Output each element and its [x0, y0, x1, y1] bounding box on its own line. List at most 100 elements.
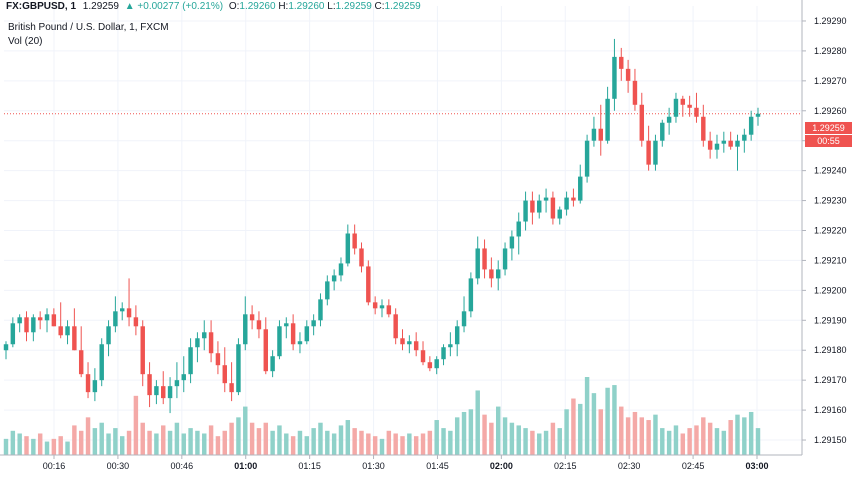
candle-body	[202, 332, 207, 339]
y-tick-label: 1.29280	[814, 46, 847, 56]
candle-body	[666, 116, 672, 123]
candle-body	[338, 263, 344, 276]
candle-body	[229, 383, 234, 393]
candle-body	[420, 350, 426, 363]
candle-body	[461, 311, 467, 327]
volume-bar	[612, 385, 617, 455]
volume-bar	[653, 414, 658, 455]
volume-bar	[543, 430, 549, 455]
volume-label: Vol (20)	[8, 36, 43, 47]
candle-body	[448, 344, 453, 348]
candle-body	[58, 326, 63, 336]
volume-bar	[243, 406, 248, 455]
candle-body	[133, 317, 139, 327]
volume-bar	[372, 436, 378, 455]
x-tick-label: 01:15	[298, 461, 321, 471]
candle-body	[591, 128, 597, 141]
candle-body	[537, 200, 542, 213]
candle-body	[359, 248, 364, 267]
volume-bar	[92, 428, 98, 455]
change-value: +0.00277 (+0.21%)	[137, 1, 224, 12]
volume-bar	[263, 422, 269, 455]
volume-bar	[427, 430, 433, 455]
volume-bar	[188, 428, 193, 455]
candle-body	[10, 323, 16, 345]
candle-body	[393, 314, 398, 339]
candle-body	[441, 347, 446, 360]
volume-bar	[195, 430, 200, 455]
volume-bar	[31, 438, 36, 455]
candle-body	[612, 56, 617, 99]
candle-body	[427, 362, 433, 369]
candle-body	[215, 353, 221, 366]
current-price-tag: 1.29259	[805, 122, 852, 134]
volume-bar	[119, 436, 125, 455]
candle-body	[434, 359, 439, 369]
candle-body	[24, 317, 29, 333]
volume-bar	[331, 433, 337, 455]
volume-bar	[660, 428, 665, 455]
volume-bar	[366, 433, 371, 455]
volume-bar	[605, 387, 610, 455]
y-tick-label: 1.29170	[814, 375, 847, 385]
candle-body	[51, 314, 57, 327]
y-tick-label: 1.29200	[814, 285, 847, 295]
candle-body	[475, 248, 480, 279]
candle-body	[605, 98, 610, 141]
volume-bar	[65, 441, 70, 455]
candle-body	[290, 323, 296, 345]
candle-body	[564, 197, 569, 210]
volume-bar	[161, 425, 166, 455]
close-value: 1.29259	[384, 1, 421, 12]
candle-body	[325, 281, 330, 300]
volume-bar	[277, 425, 282, 455]
candle-body	[106, 326, 111, 345]
low-value: 1.29259	[335, 1, 372, 12]
volume-bar	[140, 422, 145, 455]
candle-body	[99, 344, 104, 381]
volume-bar	[591, 393, 597, 455]
volume-bar	[133, 395, 139, 455]
volume-bar	[571, 398, 576, 455]
candle-body	[78, 350, 84, 375]
volume-bar	[154, 433, 159, 455]
volume-bar	[413, 436, 419, 455]
candle-body	[673, 98, 679, 117]
candle-body	[222, 365, 227, 384]
open-value: 1.29260	[239, 1, 276, 12]
volume-bar	[434, 420, 439, 455]
y-tick-label: 1.29230	[814, 196, 847, 206]
volume-bar	[167, 430, 173, 455]
volume-bar	[468, 409, 474, 455]
candle-body	[311, 320, 316, 327]
candle-body	[632, 80, 638, 105]
volume-bar	[694, 425, 699, 455]
chart-title: British Pound / U.S. Dollar, 1, FXCM	[8, 22, 169, 33]
x-tick-label: 03:00	[745, 461, 768, 471]
candle-body	[208, 332, 214, 354]
y-tick-label: 1.29240	[814, 166, 847, 176]
candle-body	[284, 323, 289, 327]
volume-bar	[755, 428, 761, 455]
candle-body	[598, 128, 603, 141]
volume-bar	[78, 430, 84, 455]
candle-body	[174, 380, 180, 387]
volume-bar	[85, 417, 91, 455]
candle-body	[256, 320, 262, 330]
candle-body	[31, 317, 36, 333]
candle-body	[126, 308, 132, 318]
x-tick-label: 01:30	[362, 461, 385, 471]
volume-bar	[448, 430, 453, 455]
candle-body	[195, 338, 200, 348]
candle-body	[386, 305, 392, 315]
volume-bar	[728, 420, 733, 455]
y-tick-label: 1.29150	[814, 435, 847, 445]
candle-body	[243, 314, 248, 345]
volume-bar	[174, 422, 180, 455]
volume-bar	[249, 422, 255, 455]
bar-countdown: 00:55	[805, 135, 852, 147]
volume-bar	[24, 436, 29, 455]
volume-bar	[619, 406, 624, 455]
candle-body	[352, 233, 357, 249]
